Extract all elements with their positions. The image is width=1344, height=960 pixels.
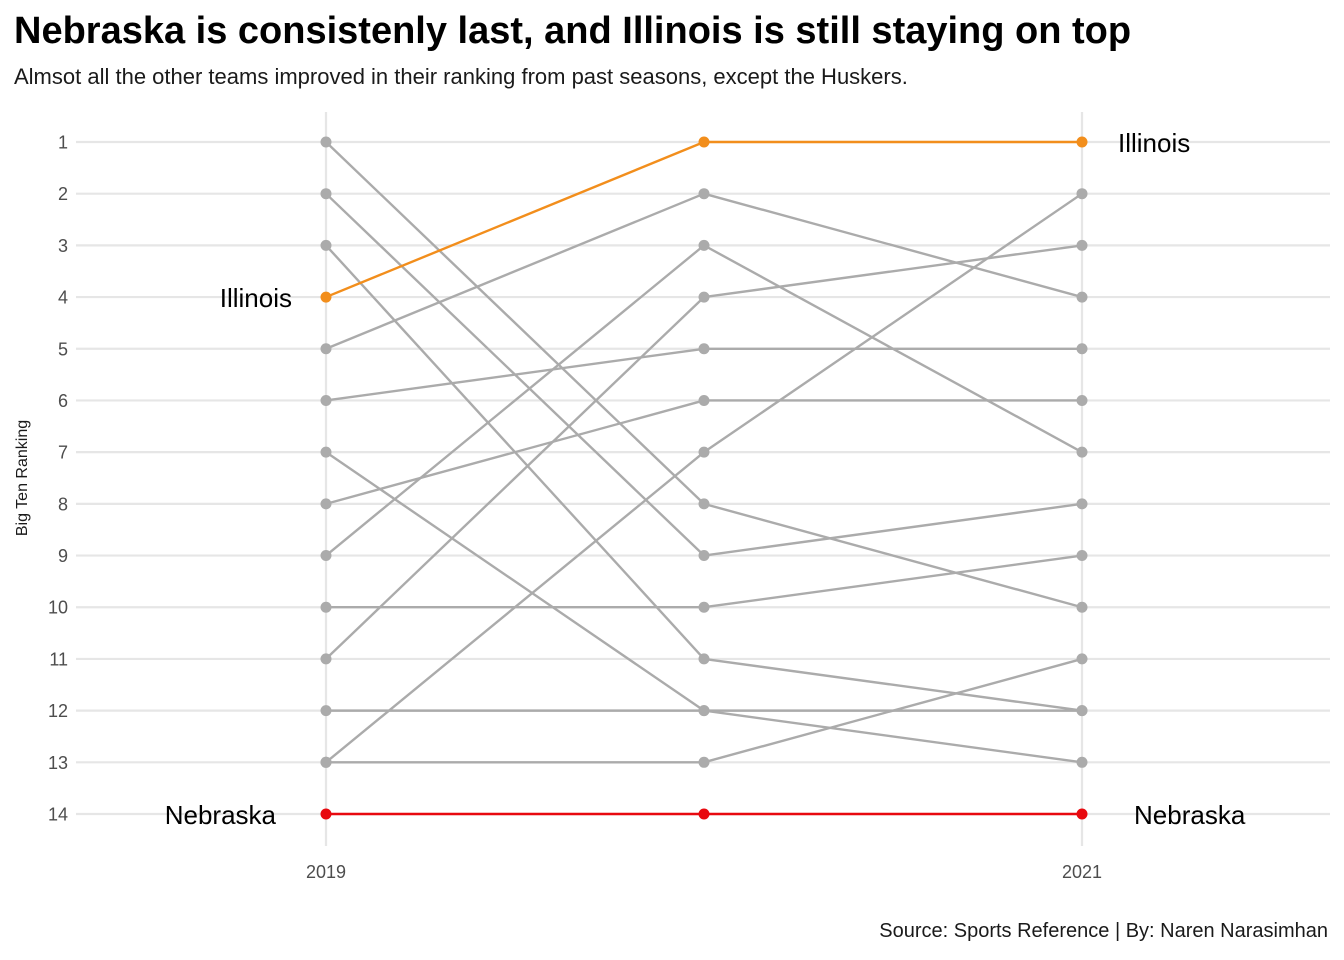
team-series-point xyxy=(1076,653,1088,665)
y-tick-label: 1 xyxy=(58,133,68,153)
team-series-point xyxy=(1076,601,1088,613)
highlight-teams-layer xyxy=(320,136,1088,820)
chart-subtitle: Almsot all the other teams improved in t… xyxy=(14,64,908,89)
team-series-point xyxy=(1076,394,1088,406)
team-series-point xyxy=(698,601,710,613)
team-series-line xyxy=(325,141,1083,609)
other-teams-layer xyxy=(320,136,1088,768)
y-tick-label: 8 xyxy=(58,494,68,514)
team-series-point xyxy=(698,756,710,768)
team-series-point xyxy=(698,239,710,251)
team-series-point xyxy=(320,394,332,406)
team-series-point xyxy=(320,188,332,200)
team-series-point xyxy=(1076,550,1088,562)
team-series-point xyxy=(320,239,332,251)
nebraska-series-point xyxy=(698,808,710,820)
x-tick-label: 2021 xyxy=(1062,862,1102,882)
x-tick-label: 2019 xyxy=(306,862,346,882)
illinois-series-point xyxy=(320,291,332,303)
team-series-point xyxy=(1076,291,1088,303)
y-tick-label: 14 xyxy=(48,805,68,825)
team-series-point xyxy=(1076,239,1088,251)
team-series-point xyxy=(1076,188,1088,200)
chart-title: Nebraska is consistenly last, and Illino… xyxy=(14,10,1132,52)
y-tick-label: 12 xyxy=(48,701,68,721)
team-label-right: Illinois xyxy=(1118,128,1190,158)
chart-caption: Source: Sports Reference | By: Naren Nar… xyxy=(879,920,1328,942)
team-label-layer: Illinois Nebraska Illinois Nebraska xyxy=(165,128,1246,830)
team-series-point xyxy=(320,498,332,510)
team-series-point xyxy=(698,550,710,562)
y-tick-label: 4 xyxy=(58,288,68,308)
team-series-point xyxy=(320,343,332,355)
y-tick-label: 6 xyxy=(58,391,68,411)
team-series-point xyxy=(320,446,332,458)
team-series-point xyxy=(698,446,710,458)
team-series-point xyxy=(698,188,710,200)
team-series-point xyxy=(1076,705,1088,717)
team-series-point xyxy=(698,343,710,355)
team-series-point xyxy=(320,601,332,613)
grid-layer xyxy=(76,112,1330,846)
team-series-point xyxy=(320,136,332,148)
team-series-point xyxy=(1076,756,1088,768)
y-tick-label: 13 xyxy=(48,753,68,773)
team-series-line xyxy=(326,554,1083,609)
y-axis-label: Big Ten Ranking xyxy=(14,420,31,536)
y-tick-label: 5 xyxy=(58,339,68,359)
nebraska-series-point xyxy=(1076,808,1088,820)
y-tick-label: 10 xyxy=(48,598,68,618)
illinois-series-point xyxy=(1076,136,1088,148)
team-series-line xyxy=(325,244,1083,712)
y-tick-label: 7 xyxy=(58,443,68,463)
team-label-right: Nebraska xyxy=(1134,800,1246,830)
team-series-point xyxy=(320,653,332,665)
illinois-series-line xyxy=(325,140,1082,299)
team-series-point xyxy=(1076,446,1088,458)
team-series-line xyxy=(325,192,1083,764)
team-series-point xyxy=(698,498,710,510)
illinois-series-point xyxy=(698,136,710,148)
team-label-left: Nebraska xyxy=(165,800,277,830)
team-series-line xyxy=(325,347,1082,402)
team-series-point xyxy=(698,291,710,303)
team-series-point xyxy=(1076,498,1088,510)
y-tick-label: 2 xyxy=(58,184,68,204)
team-label-left: Illinois xyxy=(220,283,292,313)
team-series-point xyxy=(698,394,710,406)
team-series-point xyxy=(320,550,332,562)
team-series-point xyxy=(320,705,332,717)
team-series-point xyxy=(698,653,710,665)
nebraska-series-point xyxy=(320,808,332,820)
team-series-point xyxy=(1076,343,1088,355)
y-tick-label: 9 xyxy=(58,546,68,566)
team-series-point xyxy=(320,756,332,768)
y-tick-label: 11 xyxy=(49,649,68,669)
y-tick-label: 3 xyxy=(58,236,68,256)
team-series-point xyxy=(698,705,710,717)
